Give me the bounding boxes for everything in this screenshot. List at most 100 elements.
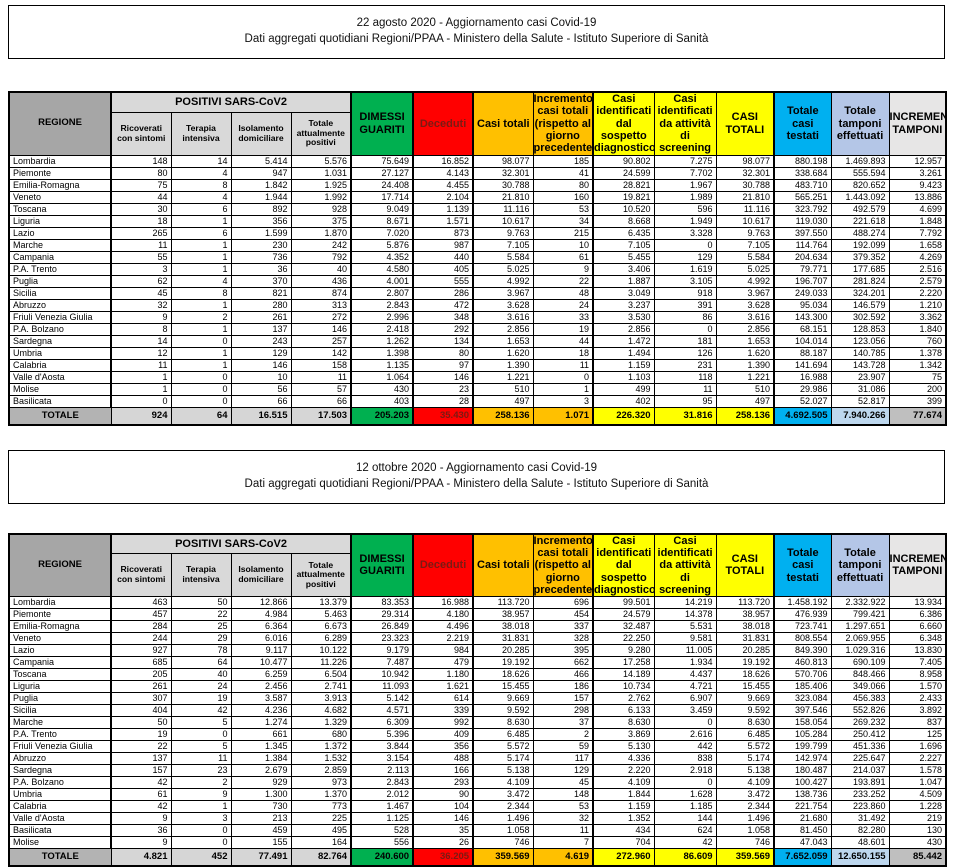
value-cell: 792 [290,250,352,264]
totale-value-cell: 31.816 [653,406,717,426]
value-cell: 356 [230,214,292,228]
value-cell: 21.680 [773,812,832,826]
col-header-dimessi-guariti: DIMESSI GUARITI [350,533,414,598]
value-cell: 32.301 [472,166,534,180]
value-cell: 1.570 [888,680,947,694]
value-cell: 137 [110,752,172,766]
value-cell: 1.390 [715,358,775,372]
col-header-casi-totali-caps: CASI TOTALI [715,91,775,156]
value-cell: 1.159 [592,800,655,814]
value-cell: 9.669 [472,692,534,706]
value-cell: 4.143 [412,166,474,180]
value-cell: 14 [170,154,232,168]
value-cell: 4.496 [412,620,474,634]
col-header-regione: REGIONE [8,91,112,156]
value-cell: 399 [888,394,947,408]
table-row: Emilia-Romagna 75 8 1.842 1.925 24.408 4.455 30… [8,178,947,192]
value-cell: 9 [532,262,594,276]
value-cell: 42 [110,800,172,814]
value-cell: 495 [290,824,352,838]
col-header-sospetto-diagnostico: Casi identificati dal sospetto diagnosti… [592,533,655,598]
value-cell: 8.630 [715,716,775,730]
value-cell: 146 [412,370,474,384]
col-header-screening: Casi identificati da attività di screeni… [653,91,717,156]
value-cell: 1.159 [592,358,655,372]
value-cell: 281.824 [830,274,890,288]
value-cell: 2.433 [888,692,947,706]
value-cell: 18 [532,346,594,360]
value-cell: 2.344 [472,800,534,814]
region-cell: Piemonte [8,166,112,180]
value-cell: 280 [230,298,292,312]
value-cell: 6 [170,202,232,216]
totale-value-cell: 7.940.266 [830,406,890,426]
value-cell: 200 [888,382,947,396]
value-cell: 144 [653,812,717,826]
value-cell: 5.455 [592,250,655,264]
region-cell: Sardegna [8,334,112,348]
table-row: Calabria 11 1 146 158 1.135 97 1.390 11 1.159 231 1… [8,358,947,372]
value-cell: 2.856 [592,322,655,336]
value-cell: 397.550 [773,226,832,240]
region-cell: Calabria [8,800,112,814]
value-cell: 7.105 [472,238,534,252]
value-cell: 75 [110,178,172,192]
value-cell: 157 [532,692,594,706]
value-cell: 4.336 [592,752,655,766]
value-cell: 434 [592,824,655,838]
value-cell: 4.992 [715,274,775,288]
value-cell: 0 [653,716,717,730]
value-cell: 1.372 [290,740,352,754]
value-cell: 1.870 [290,226,352,240]
value-cell: 4.571 [350,704,414,718]
col-header-regione: REGIONE [8,533,112,598]
value-cell: 1.467 [350,800,414,814]
value-cell: 18 [110,214,172,228]
covid-table-22-agosto: REGIONE POSITIVI SARS-CoV2 DIMESSI GUARI… [8,91,948,426]
value-cell: 1.398 [350,346,414,360]
value-cell: 9.592 [715,704,775,718]
value-cell: 205 [110,668,172,682]
value-cell: 736 [230,250,292,264]
value-cell: 323.084 [773,692,832,706]
value-cell: 225.647 [830,752,890,766]
value-cell: 45 [532,776,594,790]
region-cell: Sicilia [8,704,112,718]
value-cell: 1.992 [290,190,352,204]
value-cell: 565.251 [773,190,832,204]
table-row: Marche 11 1 230 242 5.876 987 7.105 10 7.105 0 7.10… [8,238,947,252]
value-cell: 476.939 [773,608,832,622]
value-cell: 196.707 [773,274,832,288]
region-cell: Veneto [8,190,112,204]
value-cell: 19 [110,728,172,742]
table-row: P.A. Trento 19 0 661 680 5.396 409 6.485 2 3.869 2… [8,728,947,742]
value-cell: 6.435 [592,226,655,240]
value-cell: 265 [110,226,172,240]
value-cell: 9.592 [472,704,534,718]
value-cell: 35 [412,824,474,838]
region-cell: Umbria [8,788,112,802]
value-cell: 33 [532,310,594,324]
value-cell: 138.736 [773,788,832,802]
value-cell: 80 [110,166,172,180]
value-cell: 1.058 [472,824,534,838]
value-cell: 24.599 [592,166,655,180]
value-cell: 30.788 [715,178,775,192]
value-cell: 24 [532,298,594,312]
value-cell: 8 [170,178,232,192]
value-cell: 3.616 [715,310,775,324]
value-cell: 510 [715,382,775,396]
value-cell: 9 [110,836,172,850]
value-cell: 26 [412,836,474,850]
value-cell: 261 [110,680,172,694]
value-cell: 11 [110,358,172,372]
value-cell: 570.706 [773,668,832,682]
value-cell: 4 [170,190,232,204]
table-row: Basilicata 0 0 66 66 403 28 497 3 402 95 497 52.027 5… [8,394,947,408]
value-cell: 16.988 [773,370,832,384]
value-cell: 113.720 [715,596,775,610]
value-cell: 185 [532,154,594,168]
value-cell: 293 [412,776,474,790]
region-cell: Friuli Venezia Giulia [8,740,112,754]
table-row: Lombardia 463 50 12.866 13.379 83.353 16.988 11… [8,596,947,610]
